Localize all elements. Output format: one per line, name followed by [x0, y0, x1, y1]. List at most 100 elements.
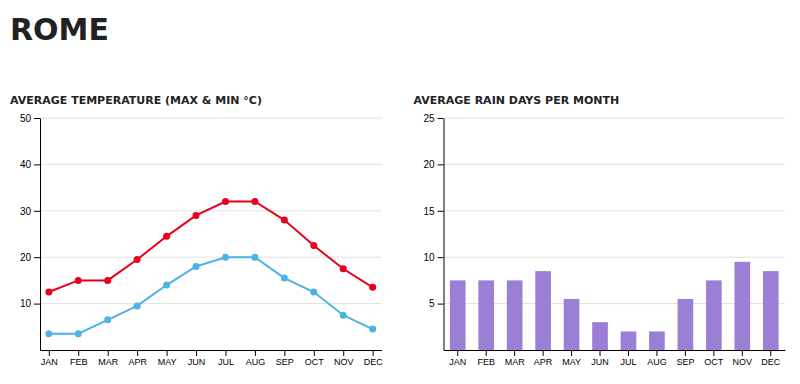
x-tick: JAN	[449, 350, 466, 367]
x-tick: JUN	[188, 350, 206, 367]
tick-label: MAY	[158, 357, 177, 367]
tick-mark	[255, 350, 256, 356]
panel: AVERAGE RAIN DAYS PER MONTH510152025JANF…	[414, 94, 786, 367]
x-axis: JANFEBMARAPRMAYJUNJULAUGSEPOCTNOVDEC	[444, 350, 786, 367]
marker	[134, 302, 141, 309]
grid-line	[444, 303, 786, 304]
tick-mark	[713, 350, 714, 356]
tick-label: 20	[20, 252, 32, 263]
tick-mark	[742, 350, 743, 356]
marks	[450, 262, 779, 350]
tick-label: APR	[128, 357, 147, 367]
tick-label: SEP	[276, 357, 294, 367]
bar	[507, 280, 523, 350]
tick-mark	[34, 257, 40, 258]
tick-label: 5	[429, 298, 435, 309]
marker	[45, 289, 52, 296]
tick-mark	[600, 350, 601, 356]
x-tick: DEC	[364, 350, 384, 367]
bar	[621, 331, 637, 350]
x-tick: APR	[128, 350, 147, 367]
tick-label: 50	[20, 113, 32, 124]
marker	[251, 198, 258, 205]
tick-mark	[438, 257, 444, 258]
axis-line	[41, 350, 383, 351]
tick-mark	[373, 350, 374, 356]
x-tick: AUG	[246, 350, 266, 367]
y-axis: 10 20 30 40 50	[20, 113, 41, 351]
marker	[281, 275, 288, 282]
x-tick: SEP	[676, 350, 694, 367]
grid	[444, 118, 786, 304]
tick-mark	[571, 350, 572, 356]
marker	[369, 326, 376, 333]
marker	[310, 289, 317, 296]
tick-mark	[34, 164, 40, 165]
tick-label: JAN	[449, 357, 466, 367]
tick-label: JUN	[188, 357, 206, 367]
x-tick: MAY	[158, 350, 177, 367]
marker	[104, 277, 111, 284]
x-tick: JUL	[620, 350, 636, 367]
tick-mark	[438, 304, 444, 305]
marker	[75, 330, 82, 337]
bar	[763, 271, 779, 350]
marker	[340, 312, 347, 319]
y-tick: 50	[20, 113, 40, 124]
tick-label: 30	[20, 206, 32, 217]
tick-label: JAN	[41, 357, 58, 367]
grid-line	[444, 164, 786, 165]
tick-label: 15	[423, 206, 435, 217]
marker	[222, 198, 229, 205]
bar	[706, 280, 722, 350]
tick-mark	[628, 350, 629, 356]
tick-label: 40	[20, 159, 32, 170]
y-tick: 15	[423, 206, 443, 217]
x-tick: JAN	[41, 350, 58, 367]
marker	[134, 256, 141, 263]
grid-line	[444, 257, 786, 258]
axis-line	[40, 119, 41, 351]
bar	[592, 322, 608, 350]
axis-line	[444, 119, 445, 351]
grid-line	[444, 118, 786, 119]
x-tick: JUN	[591, 350, 609, 367]
x-tick: SEP	[276, 350, 294, 367]
tick-mark	[137, 350, 138, 356]
y-tick: 10	[423, 252, 443, 263]
grid-line	[40, 210, 382, 211]
chart-root: ROMEAVERAGE TEMPERATURE (MAX & MIN °C)10…	[0, 0, 800, 384]
tick-label: MAY	[562, 357, 581, 367]
grid-line	[40, 118, 382, 119]
x-tick: NOV	[733, 350, 753, 367]
x-tick: MAR	[505, 350, 525, 367]
x-tick: JUL	[218, 350, 234, 367]
tick-label: FEB	[477, 357, 495, 367]
x-tick: MAR	[98, 350, 119, 367]
x-axis: JANFEBMARAPRMAYJUNJULAUGSEPOCTNOVDEC	[41, 350, 384, 367]
marker	[193, 263, 200, 270]
tick-label: 25	[423, 113, 435, 124]
tick-label: NOV	[334, 357, 354, 367]
grid-line	[40, 164, 382, 165]
marker	[340, 265, 347, 272]
tick-mark	[457, 350, 458, 356]
y-tick: 40	[20, 159, 40, 170]
tick-mark	[196, 350, 197, 356]
marker	[369, 284, 376, 291]
y-tick: 10	[20, 298, 40, 309]
grid-line	[444, 210, 786, 211]
chart-title: AVERAGE TEMPERATURE (MAX & MIN °C)	[10, 94, 262, 107]
tick-mark	[514, 350, 515, 356]
x-tick: FEB	[70, 350, 88, 367]
tick-mark	[656, 350, 657, 356]
x-tick: AUG	[647, 350, 667, 367]
tick-mark	[343, 350, 344, 356]
y-tick: 20	[423, 159, 443, 170]
x-tick: APR	[534, 350, 553, 367]
marker	[45, 330, 52, 337]
y-tick: 20	[20, 252, 40, 263]
tick-mark	[34, 211, 40, 212]
bar	[478, 280, 494, 350]
bar	[649, 331, 665, 350]
